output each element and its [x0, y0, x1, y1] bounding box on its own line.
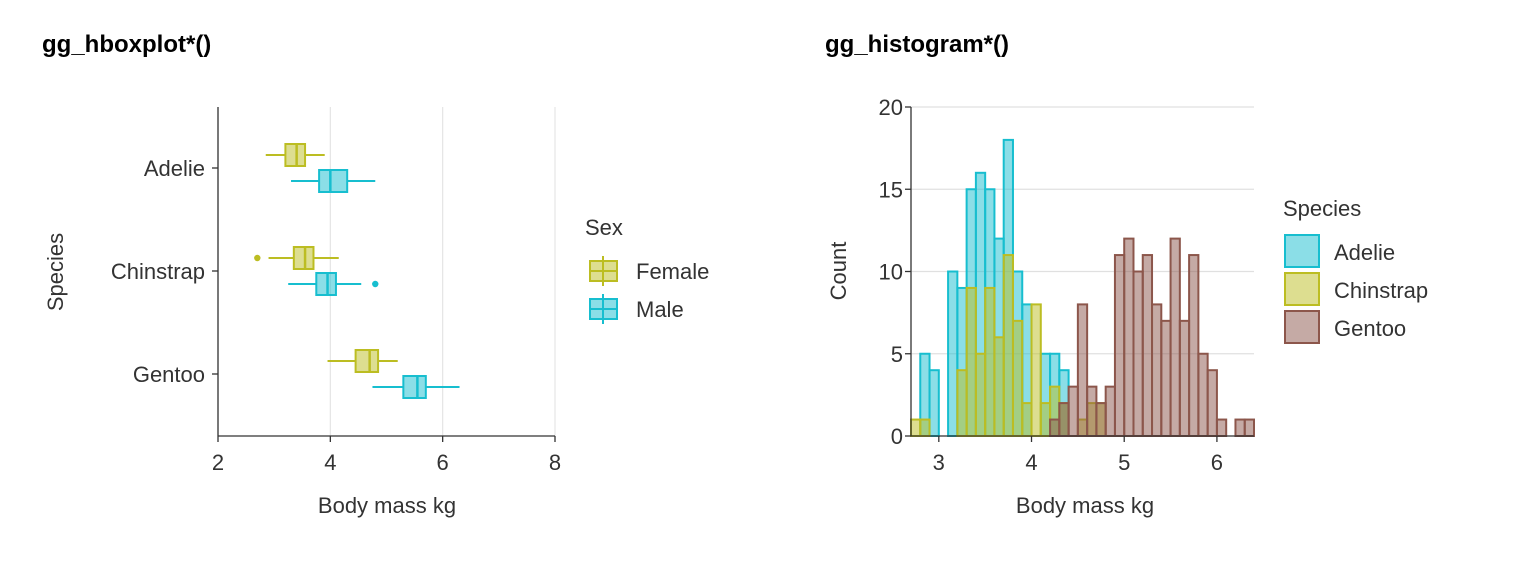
x-tick-label: 6	[437, 450, 449, 475]
histogram-bar	[1178, 319, 1191, 438]
histogram-panel: gg_histogram*() 3 4 5 6 0 5 10 15 20 Body mass k…	[825, 31, 1428, 518]
histogram-bar	[928, 369, 940, 438]
x-tick-label: 4	[324, 450, 336, 475]
x-tick-label: 5	[1118, 450, 1130, 475]
histogram-bar	[1123, 237, 1135, 437]
histogram-bar	[993, 336, 1005, 437]
y-tick-label: Gentoo	[133, 362, 205, 387]
histogram-bar	[1067, 385, 1079, 437]
y-tick-label: 0	[891, 424, 903, 449]
histogram-bar	[1169, 237, 1181, 437]
boxplot-legend-title: Sex	[585, 215, 623, 240]
y-tick-label: 5	[891, 342, 903, 367]
histogram-y-axis-label: Count	[826, 242, 851, 301]
boxplot-panel: gg_hboxplot*() 2 4 6 8 Adelie Chinstrap Gentoo…	[42, 31, 709, 518]
histogram-bar	[1002, 254, 1014, 437]
legend-label: Chinstrap	[1334, 278, 1428, 303]
histogram-bar	[1049, 418, 1061, 437]
histogram-bar	[919, 418, 931, 437]
legend-key	[1284, 310, 1320, 344]
histogram-bar	[1021, 402, 1033, 438]
histogram-bar	[984, 286, 996, 438]
histogram-bar	[1104, 385, 1116, 437]
box	[292, 246, 315, 270]
boxplot-y-axis-label: Species	[43, 233, 68, 311]
x-tick-label: 8	[549, 450, 561, 475]
legend-label: Male	[636, 297, 684, 322]
histogram-bar	[965, 286, 977, 438]
boxplot-axes: 2 4 6 8 Adelie Chinstrap Gentoo	[111, 107, 561, 475]
y-tick-label: Chinstrap	[111, 259, 205, 284]
histogram-legend-title: Species	[1283, 196, 1361, 221]
histogram-bar	[947, 270, 959, 437]
box	[315, 272, 337, 296]
legend-key	[1284, 234, 1320, 268]
y-tick-label: Adelie	[144, 156, 205, 181]
histogram-bar	[1113, 254, 1126, 437]
histogram-bar	[974, 352, 987, 437]
histogram-bar	[1076, 303, 1089, 437]
histogram-bar	[956, 369, 968, 438]
boxplot-title: gg_hboxplot*()	[42, 31, 211, 58]
histogram-bar	[1132, 270, 1144, 437]
x-tick-label: 4	[1025, 450, 1037, 475]
boxplot-legend: Sex Female Male	[585, 215, 709, 324]
histogram-bar	[1243, 418, 1256, 437]
histogram-bar	[1160, 319, 1172, 438]
boxplot-x-axis-label: Body mass kg	[318, 493, 456, 518]
y-tick-label: 15	[879, 177, 903, 202]
legend-label: Adelie	[1334, 240, 1395, 265]
histogram-bar	[1234, 418, 1246, 437]
histogram-bar	[1188, 254, 1200, 437]
y-tick-label: 20	[879, 95, 903, 120]
legend-label: Female	[636, 259, 709, 284]
outlier-point	[254, 254, 261, 262]
histogram-bar	[910, 418, 922, 437]
x-tick-label: 6	[1211, 450, 1223, 475]
histogram-bar	[1206, 369, 1218, 438]
histogram-bar	[1039, 402, 1052, 438]
box	[402, 375, 427, 399]
histogram-bar	[1215, 418, 1228, 437]
histogram-x-axis-label: Body mass kg	[1016, 493, 1154, 518]
box	[284, 143, 307, 167]
histogram-marks	[910, 138, 1256, 438]
histogram-bar	[1095, 402, 1107, 438]
histogram-bar	[1141, 254, 1154, 437]
x-tick-label: 2	[212, 450, 224, 475]
histogram-legend: Species Adelie Chinstrap Gentoo	[1283, 196, 1428, 344]
legend-label: Gentoo	[1334, 316, 1406, 341]
histogram-axes: 3 4 5 6 0 5 10 15 20	[879, 95, 1254, 475]
histogram-bar	[1197, 352, 1209, 437]
y-tick-label: 10	[879, 260, 903, 285]
outlier-point	[372, 280, 379, 288]
x-tick-label: 3	[933, 450, 945, 475]
legend-key	[1284, 272, 1320, 306]
histogram-bar	[1030, 303, 1042, 437]
histogram-title: gg_histogram*()	[825, 31, 1009, 58]
histogram-bar	[1086, 385, 1098, 437]
boxplot-marks	[254, 143, 460, 399]
box	[354, 349, 380, 373]
series-gentoo	[1049, 237, 1256, 438]
box	[318, 169, 349, 193]
histogram-bar	[1151, 303, 1163, 437]
histogram-bar	[1058, 402, 1070, 438]
histogram-bar	[1011, 319, 1024, 438]
